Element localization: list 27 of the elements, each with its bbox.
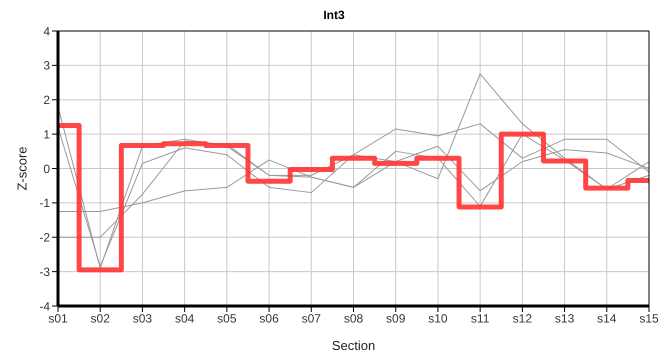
chart-title: Int3 <box>322 8 346 24</box>
x-tick-label: s03 <box>132 312 152 326</box>
y-tick-label: 4 <box>43 24 50 38</box>
y-tick-label: 0 <box>43 162 50 176</box>
x-tick-label: s06 <box>259 312 280 326</box>
x-tick-label: s13 <box>554 312 575 326</box>
x-tick-label: s15 <box>639 312 659 326</box>
x-axis-title: Section <box>332 338 376 353</box>
x-tick-label: s10 <box>428 312 448 326</box>
y-tick-label: -1 <box>39 196 50 210</box>
x-tick-label: s11 <box>470 312 490 326</box>
x-tick-label: s02 <box>90 312 110 326</box>
x-tick-label: s09 <box>386 312 406 326</box>
x-tick-label: s12 <box>512 312 532 326</box>
x-tick-label: s04 <box>174 312 195 326</box>
x-tick-label: s08 <box>344 312 364 326</box>
x-tick-label: s05 <box>217 312 237 326</box>
x-tick-label: s01 <box>48 312 68 326</box>
y-tick-label: 1 <box>43 127 50 142</box>
y-tick-label: -4 <box>39 299 50 314</box>
y-tick-label: -2 <box>39 230 50 245</box>
y-tick-label: -3 <box>39 264 50 279</box>
x-tick-label: s07 <box>302 312 322 326</box>
x-tick-label: s14 <box>597 312 617 326</box>
y-tick-label: 2 <box>43 93 50 108</box>
y-axis-title: Z-score <box>14 146 30 191</box>
y-tick-label: 3 <box>43 58 50 73</box>
